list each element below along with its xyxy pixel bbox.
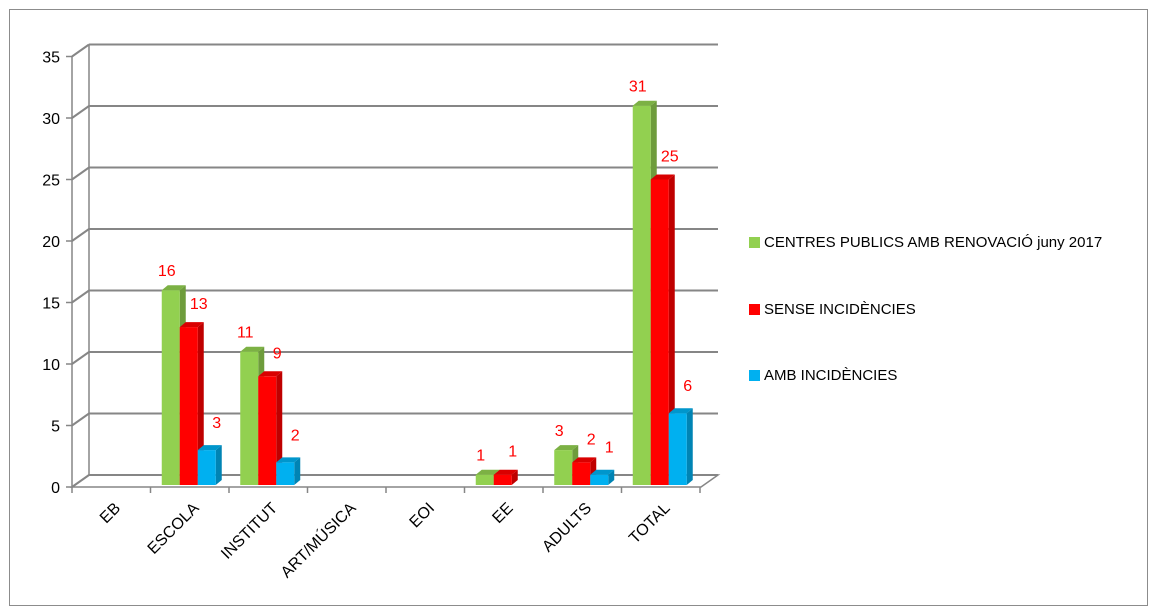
- gridline-connector: [71, 289, 90, 304]
- legend-label: CENTRES PUBLICS AMB RENOVACIÓ juny 2017: [764, 234, 1103, 251]
- bar-top: [632, 100, 657, 106]
- bar-top: [668, 408, 693, 414]
- y-tick-label: 0: [51, 480, 60, 497]
- axes: [69, 44, 721, 493]
- chart-frame: 16 11 1 3 31 13 9 1 2 25 3 2 1 6 0 5 10 15 20 25 30 35 EB ESCOL…: [9, 9, 1148, 606]
- data-label: 25: [661, 149, 679, 166]
- data-label: 1: [508, 444, 517, 461]
- y-tick-label: 25: [42, 173, 60, 190]
- bar-side: [294, 457, 301, 485]
- legend-swatch-red: [749, 304, 760, 315]
- x-tick-label: EB: [97, 500, 124, 527]
- legend-item-sense: SENSE INCIDÈNCIES: [749, 299, 1154, 321]
- bar-top: [240, 346, 265, 352]
- data-label: 3: [555, 423, 564, 440]
- bar: [161, 290, 180, 485]
- tick-labels: 0 5 10 15 20 25 30 35 EB ESCOLA INSTITUTART/MÚSICA…: [42, 50, 673, 582]
- legend-item-amb: AMB INCIDÈNCIES: [749, 365, 1154, 387]
- bar-side: [511, 469, 518, 485]
- legend-label: AMB INCIDÈNCIES: [764, 367, 898, 384]
- bar: [197, 450, 216, 485]
- y-tick-label: 35: [42, 50, 60, 67]
- data-label: 9: [273, 345, 282, 362]
- x-tick-label: INSTITUT: [218, 500, 281, 563]
- bar-top: [179, 322, 204, 328]
- data-label: 1: [476, 448, 485, 465]
- legend-item-centres: CENTRES PUBLICS AMB RENOVACIÓ juny 2017: [749, 232, 1159, 254]
- bar-top: [258, 371, 283, 377]
- bar-side: [215, 445, 222, 485]
- data-label: 3: [212, 415, 221, 432]
- data-label: 6: [683, 378, 692, 395]
- y-tick-label: 20: [42, 234, 60, 251]
- y-tick-label: 30: [42, 111, 60, 128]
- gridline-connector: [71, 351, 90, 365]
- bar-side: [686, 408, 693, 485]
- bar-top: [650, 174, 675, 180]
- legend-label: SENSE INCIDÈNCIES: [764, 301, 916, 318]
- bar-top: [493, 469, 518, 475]
- gridline-connector: [71, 105, 90, 119]
- bar: [240, 351, 259, 485]
- gridline-connector: [71, 228, 90, 242]
- data-label: 1: [605, 440, 614, 457]
- bar-top: [475, 469, 500, 475]
- bar: [554, 450, 573, 485]
- x-tick-label: ESCOLA: [145, 500, 203, 558]
- bar-top: [572, 457, 597, 463]
- bar: [258, 376, 277, 485]
- bar: [632, 105, 651, 485]
- data-label: 31: [629, 79, 647, 96]
- bar: [590, 474, 609, 485]
- bar-top: [554, 445, 579, 451]
- bar-side: [608, 469, 615, 485]
- data-label: 2: [291, 427, 300, 444]
- y-tick-label: 10: [42, 357, 60, 374]
- bar-top: [590, 469, 615, 475]
- legend-swatch-blue: [749, 370, 760, 381]
- y-tick-label: 15: [42, 296, 60, 313]
- gridline-connector: [71, 43, 90, 58]
- bars: [161, 100, 693, 485]
- bar: [475, 474, 494, 485]
- y-tick-label: 5: [51, 419, 60, 436]
- bar: [179, 327, 198, 485]
- bar: [650, 179, 669, 485]
- x-tick-label: EE: [489, 500, 516, 527]
- gridline-connector: [71, 412, 90, 427]
- x-tick-label: TOTAL: [626, 500, 674, 548]
- x-tick-label: ART/MÚSICA: [277, 498, 360, 581]
- chart-floor: [69, 474, 721, 488]
- data-label: 16: [158, 263, 176, 280]
- data-label: 13: [190, 296, 208, 313]
- x-tick-label: ADULTS: [539, 500, 595, 556]
- gridline-connector: [71, 166, 90, 181]
- bar-top: [276, 457, 301, 463]
- bar-top: [161, 285, 186, 291]
- bar: [493, 474, 512, 485]
- legend-swatch-green: [749, 237, 760, 248]
- bar-side: [197, 322, 204, 485]
- x-tick-label: EOI: [407, 500, 439, 532]
- bar: [668, 413, 687, 485]
- bar-side: [276, 371, 283, 485]
- data-label: 11: [237, 325, 254, 342]
- bar: [276, 462, 295, 485]
- bar-top: [197, 445, 222, 451]
- data-label: 2: [587, 431, 596, 448]
- bar: [572, 462, 591, 485]
- bar-side: [668, 174, 675, 485]
